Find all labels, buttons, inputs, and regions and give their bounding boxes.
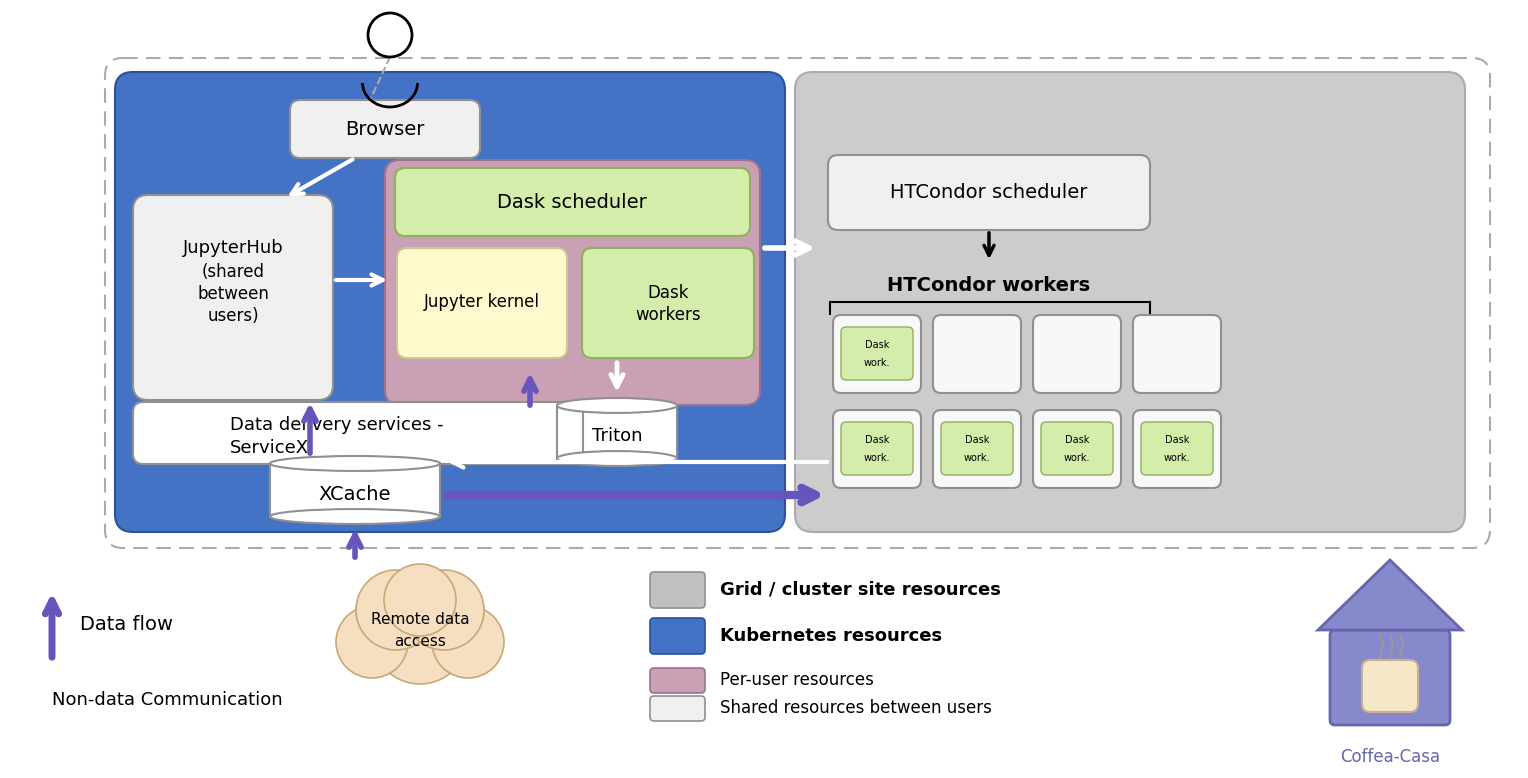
Text: Dask: Dask [1065,435,1089,445]
FancyBboxPatch shape [290,100,480,158]
Ellipse shape [270,509,440,524]
FancyBboxPatch shape [840,327,914,380]
Text: access: access [394,635,446,650]
Text: XCache: XCache [319,485,391,503]
Text: work.: work. [863,453,891,463]
Circle shape [384,564,455,636]
Text: work.: work. [1063,453,1091,463]
Ellipse shape [270,456,440,471]
FancyBboxPatch shape [1132,315,1221,393]
FancyBboxPatch shape [649,696,704,721]
FancyBboxPatch shape [1132,410,1221,488]
Text: work.: work. [964,453,990,463]
Text: Browser: Browser [345,120,425,138]
Circle shape [336,606,408,678]
Text: work.: work. [863,358,891,368]
Text: Triton: Triton [591,427,642,445]
FancyBboxPatch shape [582,248,753,358]
Text: JupyterHub: JupyterHub [183,239,283,257]
FancyBboxPatch shape [115,72,785,532]
FancyBboxPatch shape [396,168,750,236]
Bar [270,464,440,517]
FancyBboxPatch shape [934,410,1021,488]
Bar [558,405,677,458]
Text: Dask: Dask [865,340,889,350]
FancyBboxPatch shape [833,410,921,488]
Text: Coffea-Casa: Coffea-Casa [1340,748,1439,766]
Text: Remote data: Remote data [371,612,469,628]
Text: Dask: Dask [964,435,989,445]
Ellipse shape [558,451,677,466]
Circle shape [403,570,484,650]
Ellipse shape [558,398,677,413]
Text: Shared resources between users: Shared resources between users [720,699,992,717]
FancyBboxPatch shape [795,72,1465,532]
Text: users): users) [208,307,258,325]
Text: work.: work. [1164,453,1190,463]
FancyBboxPatch shape [1033,410,1122,488]
Text: between: between [197,285,269,303]
Circle shape [368,13,413,57]
Text: HTCondor scheduler: HTCondor scheduler [891,183,1088,202]
Text: Data delivery services -: Data delivery services - [231,416,443,434]
FancyBboxPatch shape [1361,660,1418,712]
FancyBboxPatch shape [133,402,584,464]
FancyBboxPatch shape [105,58,1490,548]
FancyBboxPatch shape [934,315,1021,393]
FancyBboxPatch shape [833,315,921,393]
Text: Per-user resources: Per-user resources [720,671,874,689]
FancyBboxPatch shape [941,422,1013,475]
Text: Dask scheduler: Dask scheduler [497,192,646,212]
FancyBboxPatch shape [1041,422,1112,475]
Text: Dask: Dask [1164,435,1189,445]
FancyBboxPatch shape [649,572,704,608]
FancyBboxPatch shape [1329,630,1450,725]
FancyBboxPatch shape [133,195,333,400]
Text: HTCondor workers: HTCondor workers [888,275,1091,295]
Text: workers: workers [636,306,701,324]
Text: Dask: Dask [648,284,689,302]
FancyBboxPatch shape [828,155,1151,230]
FancyBboxPatch shape [1141,422,1213,475]
Text: Data flow: Data flow [79,615,173,635]
Text: Grid / cluster site resources: Grid / cluster site resources [720,581,1001,599]
Text: Jupyter kernel: Jupyter kernel [423,293,539,311]
Text: (shared: (shared [202,263,264,281]
FancyBboxPatch shape [397,248,567,358]
Polygon shape [1319,560,1462,630]
Circle shape [356,570,435,650]
Text: ServiceX: ServiceX [231,439,309,457]
Text: Kubernetes resources: Kubernetes resources [720,627,943,645]
FancyBboxPatch shape [649,618,704,654]
FancyBboxPatch shape [649,668,704,693]
Text: Dask: Dask [865,435,889,445]
Circle shape [432,606,504,678]
Circle shape [371,588,468,684]
FancyBboxPatch shape [840,422,914,475]
Text: Non-data Communication: Non-data Communication [52,691,283,709]
FancyBboxPatch shape [385,160,759,405]
FancyBboxPatch shape [1033,315,1122,393]
